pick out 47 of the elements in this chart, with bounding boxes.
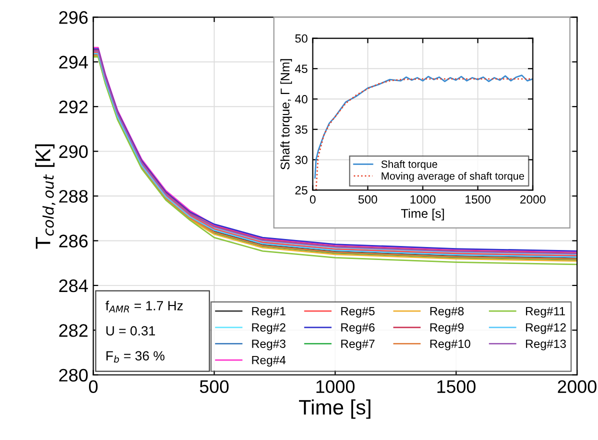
y-tick-label: 40 bbox=[295, 95, 308, 104]
legend-label: Reg#5 bbox=[341, 307, 375, 318]
legend-label: Reg#7 bbox=[341, 340, 374, 350]
y-tick-label: 50 bbox=[295, 34, 308, 43]
x-axis-title: Time [s] bbox=[401, 208, 444, 220]
x-tick-label: 0 bbox=[88, 380, 98, 394]
y-tick-label: 286 bbox=[59, 234, 88, 248]
legend-label: Reg#12 bbox=[526, 323, 566, 334]
annotation: f$_{AMR}$ = 1.7 Hz bbox=[106, 300, 183, 312]
annotation: U = 0.31 bbox=[106, 326, 155, 336]
legend-label: Reg#13 bbox=[526, 340, 566, 350]
y-tick-label: 282 bbox=[59, 324, 88, 337]
legend-label: Reg#6 bbox=[341, 323, 375, 334]
x-tick-label: 2000 bbox=[520, 195, 546, 204]
legend-label: Reg#2 bbox=[252, 323, 286, 334]
legend-label: Shaft torque bbox=[381, 160, 438, 170]
x-tick-label: 500 bbox=[200, 380, 229, 394]
legend-label: Reg#8 bbox=[430, 306, 464, 318]
annotation: F$_{b}$ = 36 % bbox=[106, 351, 164, 363]
x-tick-label: 2000 bbox=[558, 380, 596, 394]
y-tick-label: 290 bbox=[59, 145, 88, 158]
x-axis-title: Time [s] bbox=[299, 399, 370, 419]
legend-label: Reg#11 bbox=[526, 307, 565, 318]
y-tick-label: 45 bbox=[295, 64, 308, 74]
legend-label: Reg#1 bbox=[252, 307, 286, 318]
x-tick-label: 1500 bbox=[466, 195, 490, 204]
y-tick-label: 288 bbox=[59, 190, 88, 203]
legend-label: Reg#4 bbox=[252, 356, 286, 367]
y-tick-label: 30 bbox=[295, 156, 308, 164]
legend-label: Reg#9 bbox=[430, 323, 464, 334]
y-tick-label: 284 bbox=[59, 279, 88, 292]
x-tick-label: 1500 bbox=[437, 380, 476, 394]
x-tick-label: 0 bbox=[310, 195, 316, 204]
y-tick-label: 292 bbox=[59, 100, 88, 114]
x-tick-label: 1000 bbox=[410, 195, 436, 204]
y-axis-title: Shaft torque, Γ [Nm] bbox=[280, 59, 292, 170]
legend-label: Moving average of shaft torque bbox=[382, 172, 524, 182]
y-tick-label: 296 bbox=[59, 11, 88, 24]
y-tick-label: 294 bbox=[59, 56, 88, 69]
y-tick-label: 280 bbox=[59, 368, 88, 382]
x-tick-label: 500 bbox=[358, 195, 378, 204]
y-tick-label: 25 bbox=[295, 186, 308, 194]
x-tick-label: 1000 bbox=[316, 380, 355, 394]
y-tick-label: 35 bbox=[295, 125, 308, 134]
legend-label: Reg#3 bbox=[252, 340, 286, 350]
y-axis-title: T$_{cold,out}$ [K] bbox=[35, 144, 56, 249]
legend-label: Reg#10 bbox=[430, 340, 470, 350]
